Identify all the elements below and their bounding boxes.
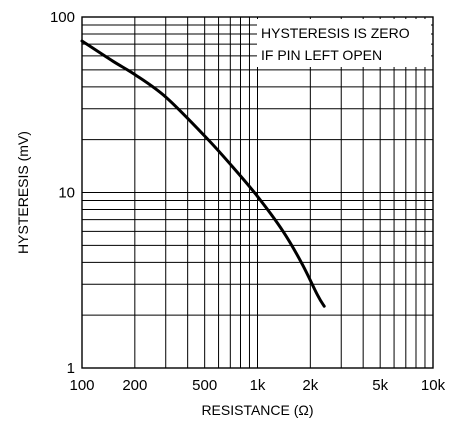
grid <box>82 17 433 368</box>
hysteresis-curve <box>80 39 326 308</box>
x-tick-label: 1k <box>250 377 266 394</box>
annotation: HYSTERESIS IS ZERO IF PIN LEFT OPEN <box>257 19 431 67</box>
x-tick-label: 10k <box>421 377 446 394</box>
x-tick-label: 2k <box>302 377 318 394</box>
y-axis-label: HYSTERESIS (mV) <box>15 131 31 254</box>
y-tick-label: 100 <box>50 9 75 26</box>
x-axis-label: RESISTANCE (Ω) <box>201 402 313 418</box>
annotation-box <box>257 19 431 67</box>
x-tick-label: 500 <box>192 377 217 394</box>
annotation-line-2: IF PIN LEFT OPEN <box>261 47 382 63</box>
y-tick-label: 1 <box>67 360 75 377</box>
annotation-line-1: HYSTERESIS IS ZERO <box>261 25 410 41</box>
x-tick-label: 5k <box>372 377 388 394</box>
y-tick-label: 10 <box>58 185 75 202</box>
x-tick-label: 100 <box>69 377 94 394</box>
plot-frame <box>81 16 434 369</box>
x-tick-label: 200 <box>122 377 147 394</box>
x-tick-labels: 100 200 500 1k 2k 5k 10k <box>69 377 445 394</box>
y-tick-labels: 1 10 100 <box>50 9 75 377</box>
